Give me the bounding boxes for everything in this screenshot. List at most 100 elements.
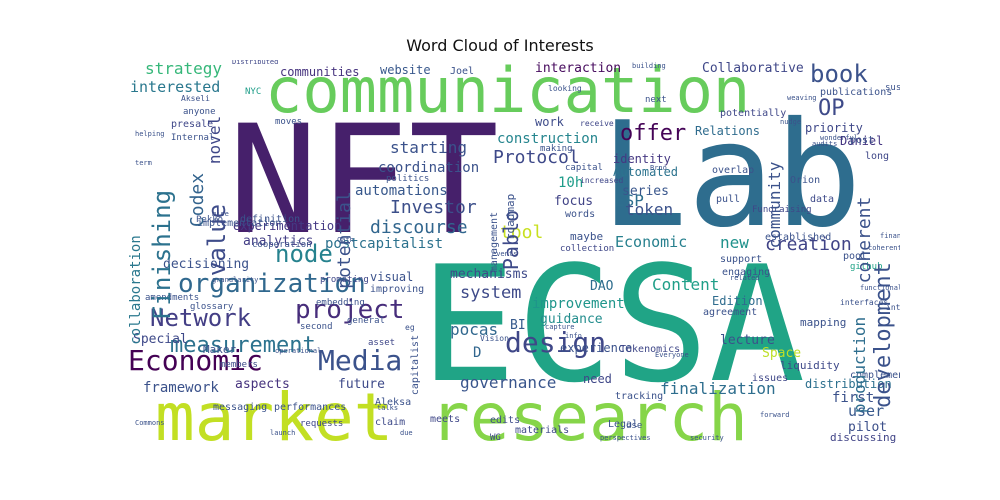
cloud-word-168: coherently — [868, 244, 900, 252]
cloud-word-22: coordination — [378, 160, 479, 176]
cloud-word-36: Economic — [615, 233, 687, 251]
cloud-word-165: integrate — [886, 303, 900, 312]
cloud-word-114: Joel — [450, 66, 474, 77]
cloud-word-51: Edition — [712, 294, 763, 308]
cloud-word-38: creation — [765, 234, 852, 255]
cloud-word-49: DAO — [590, 279, 614, 294]
cloud-word-133: Internal — [171, 133, 214, 143]
cloud-word-41: focus — [554, 194, 593, 209]
cloud-word-61: distribution — [805, 377, 892, 391]
cloud-word-83: lecture — [720, 333, 775, 348]
cloud-word-64: pilot — [848, 420, 887, 435]
cloud-word-11: measurement — [170, 333, 316, 358]
cloud-word-69: framework — [143, 380, 219, 396]
cloud-word-80: WG — [490, 433, 501, 443]
cloud-word-24: automations — [355, 183, 448, 199]
cloud-word-97: pull — [716, 194, 740, 205]
cloud-word-164: financial — [880, 232, 900, 240]
word-cloud-area: communication NFT Lab ECSA market research Eco… — [125, 60, 900, 448]
cloud-word-119: general — [347, 316, 385, 326]
cloud-word-151: related — [730, 274, 760, 282]
cloud-word-123: performances — [274, 402, 346, 413]
cloud-word-vertical-1: value — [203, 204, 231, 276]
cloud-word-107: words — [565, 209, 595, 220]
cloud-word-8: organization — [178, 269, 366, 299]
cloud-word-138: Akseli — [181, 94, 210, 103]
cloud-word-63: user — [848, 402, 884, 420]
cloud-word-31: website — [380, 63, 431, 77]
cloud-word-110: making — [540, 144, 573, 154]
cloud-word-118: embedding — [316, 298, 365, 308]
cloud-word-120: second — [300, 322, 333, 332]
cloud-word-153: wonderful — [820, 134, 858, 142]
cloud-word-134: moves — [275, 117, 302, 127]
cloud-word-158: mise — [212, 210, 229, 218]
cloud-word-vertical-0: Finishing — [148, 190, 176, 320]
cloud-word-vertical-9: coherent — [854, 197, 875, 284]
cloud-word-10: Network — [150, 304, 252, 332]
cloud-word-62: first — [832, 390, 874, 406]
cloud-word-5: research — [430, 379, 748, 448]
cloud-word-55: system — [460, 283, 521, 303]
cloud-word-148: talks — [377, 404, 398, 412]
cloud-word-104: issues — [752, 373, 788, 384]
cloud-word-96: data — [810, 194, 834, 205]
cloud-word-140: events — [492, 250, 517, 258]
cloud-word-vertical-12: management — [489, 212, 500, 272]
cloud-word-102: agreement — [703, 307, 757, 318]
cloud-word-106: collection — [560, 244, 614, 254]
cloud-word-50: Content — [652, 275, 719, 294]
cloud-word-13: design — [505, 326, 606, 359]
cloud-word-58: BI — [510, 318, 526, 333]
cloud-word-122: messaging — [213, 402, 267, 413]
cloud-word-6: Economic — [128, 344, 263, 377]
cloud-word-53: guidance — [540, 312, 603, 327]
cloud-word-57: D — [473, 345, 481, 361]
cloud-word-20: postcapitalist — [325, 236, 443, 252]
cloud-word-113: looking — [548, 84, 582, 93]
cloud-word-vertical-10: production — [850, 317, 869, 413]
cloud-word-144: perspectives — [600, 434, 651, 442]
cloud-word-84: need — [583, 372, 612, 386]
cloud-word-156: operational — [275, 347, 321, 355]
cloud-word-43: work — [535, 115, 565, 129]
cloud-word-155: eg — [405, 323, 415, 332]
cloud-word-0: communication — [265, 60, 750, 127]
cloud-word-39: token — [625, 200, 673, 219]
cloud-word-87: publications — [820, 87, 892, 98]
cloud-word-44: identity — [613, 152, 671, 166]
cloud-word-70: aspects — [235, 377, 290, 392]
cloud-word-135: NYC — [245, 87, 261, 97]
cloud-word-137: Distributed — [232, 60, 278, 66]
cloud-word-129: implementation — [197, 218, 281, 229]
cloud-word-105: maybe — [570, 230, 603, 243]
cloud-word-92: established — [765, 232, 831, 243]
cloud-word-vertical-3: novel — [205, 116, 224, 164]
cloud-word-152: audits — [812, 140, 837, 148]
cloud-word-95: Orion — [790, 175, 820, 186]
cloud-word-34: tool — [500, 222, 543, 243]
cloud-word-157: Cath — [337, 236, 354, 244]
cloud-word-17: Protocol — [493, 147, 580, 168]
cloud-word-112: next — [645, 95, 667, 105]
cloud-word-150: use — [626, 421, 642, 431]
cloud-word-60: finalization — [660, 379, 776, 398]
cloud-word-vertical-7: community — [765, 161, 784, 248]
cloud-word-159: granularity — [212, 276, 258, 284]
cloud-word-99: github — [850, 262, 883, 272]
cloud-word-101: engaging — [722, 267, 770, 278]
cloud-word-73: Maker — [203, 343, 236, 356]
cloud-word-108: capital — [565, 163, 603, 173]
cloud-word-21: starting — [390, 138, 467, 157]
cloud-word-149: due — [400, 429, 413, 437]
cloud-word-130: cooperation — [252, 240, 312, 250]
cloud-word-vertical-11: roadmap — [504, 194, 517, 240]
cloud-word-86: Tokenomics — [620, 344, 680, 355]
cloud-word-78: meets — [430, 414, 460, 425]
cloud-word-33: Collaborative — [702, 61, 804, 76]
cloud-word-109: increased — [580, 176, 624, 185]
cloud-word-160: helping — [135, 130, 165, 138]
cloud-word-12: node — [275, 240, 333, 268]
cloud-word-19: discourse — [370, 217, 468, 238]
